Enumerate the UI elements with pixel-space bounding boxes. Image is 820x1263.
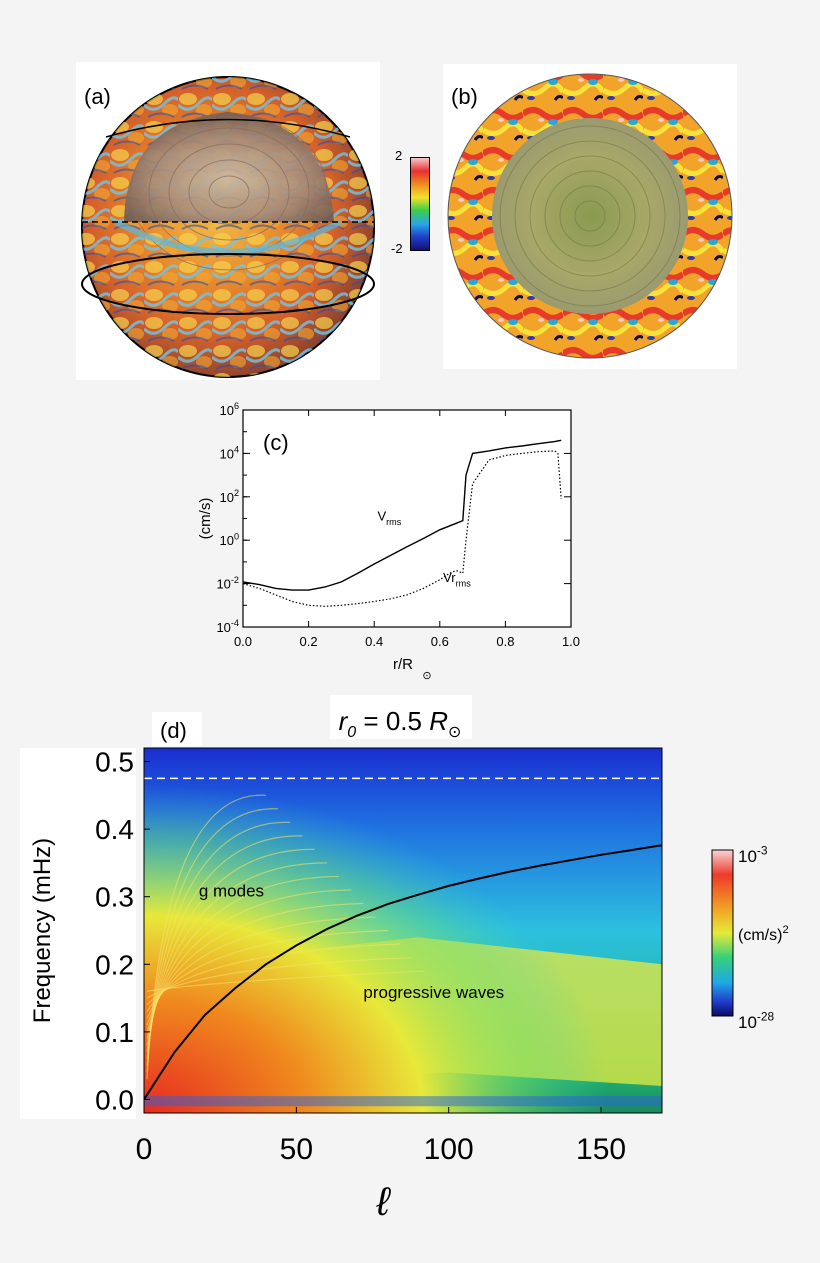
panel-c-y-tick-label: 102 [219,488,239,505]
panel-d-x-tick-label: 50 [280,1133,313,1166]
panel-d-gmode-ridge [146,956,413,999]
panel-d-x-tick-label: 150 [576,1133,626,1166]
panel-d-colorbar-max: 10-3 [738,843,768,866]
panel-d-gmode-ridge [146,943,400,1006]
panel-d-dispersion-curve [144,844,662,1101]
panel-d-y-tick-label: 0.5 [95,747,134,778]
panel-c-x-axis-label: r/R [393,656,413,673]
panel-a-sphere-image [81,76,375,378]
panel-d-y-tick-label: 0.2 [95,949,134,980]
panel-d-y-axis-label: Frequency (mHz) [29,838,56,1023]
panel-d-title: r0 = 0.5 R⊙ [339,706,462,741]
panel-d-label-backdrop [152,712,202,746]
panel-a: (a) [76,62,380,380]
panel-d-low-band [144,1096,662,1107]
panel-a-colorbar-max: 2 [395,148,403,163]
panel-d-x-tick-label: 0 [136,1133,153,1166]
panel-d-colorbar-unit: (cm/s)2 [738,924,789,944]
panel-c-chart: 0.0 0.2 0.4 0.6 0.8 1.0 106 104 102 100 10-2 10-4 Vr… [197,401,580,682]
panel-c-series-label-vrms: Vrms [377,509,401,528]
panel-d-x-tick-label: 100 [424,1133,474,1166]
panel-d-title-backdrop [330,695,472,739]
panel-c-series-vrms [242,439,562,591]
panel-d-y-tick-label: 0.3 [95,882,134,913]
panel-d-colorbar [711,849,734,1017]
panel-d-label: (d) [160,718,187,743]
panel-d-annotation-progressive: progressive waves [363,983,504,1002]
panel-d-heatmap [144,748,662,1113]
panel-c-y-tick-label: 100 [219,531,239,548]
panel-d-chart: g modes progressive waves 0 50 100 150 0.5 0.4 0… [20,695,789,1224]
panel-a-colorbar [410,157,430,251]
panel-c-y-tick-label: 10-4 [216,618,239,635]
panel-d-axis-backdrop [20,748,136,1119]
panel-d-colorbar-min: 10-28 [738,1009,774,1032]
panel-d-x-axis-label: ℓ [376,1180,392,1224]
panel-c-x-axis-label-sub: ⊙ [422,670,431,682]
panel-c-x-tick-label: 1.0 [562,634,580,649]
panel-d-y-tick-label: 0.1 [95,1017,134,1048]
panel-c-label: (c) [263,430,289,455]
panel-d-plot-frame [143,747,663,1114]
panel-c-x-tick-label: 0.6 [431,634,449,649]
panel-d-y-tick-label: 0.4 [95,814,134,845]
panel-c-y-tick-label: 10-2 [216,575,239,592]
panel-c-x-tick-label: 0.4 [365,634,383,649]
panel-c-y-axis-label: (cm/s) [197,498,214,540]
panel-c-y-tick-label: 104 [219,445,239,462]
panel-c-x-tick-label: 0.0 [234,634,252,649]
panel-a-colorbar-min: -2 [391,241,403,256]
panel-c-y-tick-label: 106 [219,401,239,418]
panel-b-slice-image [447,73,733,359]
panel-d-heatmap-hot [144,748,662,1113]
panel-a-label: (a) [84,84,111,109]
panel-d-gmode-ridge [146,929,388,1012]
panel-d-y-tick-label: 0.0 [95,1084,134,1115]
panel-c-series-label-vr-rms: Vrrms [443,570,471,589]
panel-c-x-tick-label: 0.2 [300,634,318,649]
panel-b-label: (b) [451,84,478,109]
panel-d-annotation-gmodes: g modes [199,882,264,901]
panel-b: (b) [443,64,737,369]
panel-c-x-tick-label: 0.8 [496,634,514,649]
